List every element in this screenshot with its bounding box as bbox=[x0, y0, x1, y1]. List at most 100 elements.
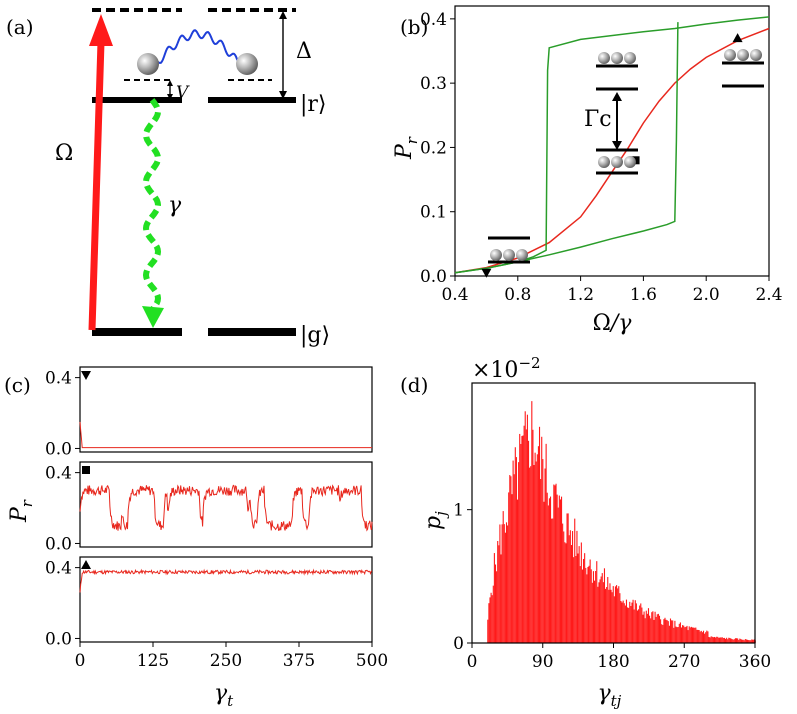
c-subplot-axes-1 bbox=[79, 461, 373, 548]
d-bar bbox=[597, 586, 599, 643]
d-bar bbox=[502, 511, 504, 643]
interaction-wave bbox=[157, 29, 239, 65]
c-ytick-label: 0.4 bbox=[45, 369, 72, 389]
d-bar bbox=[750, 640, 752, 643]
b-ytick-label: 0.3 bbox=[420, 74, 447, 94]
d-bar bbox=[628, 607, 630, 643]
d-bar bbox=[713, 636, 716, 643]
d-bar bbox=[740, 639, 742, 643]
d-bar bbox=[651, 612, 653, 643]
d-bar bbox=[738, 639, 740, 643]
d-bar bbox=[503, 524, 505, 643]
d-bar bbox=[652, 611, 654, 643]
d-bar bbox=[734, 638, 736, 643]
d-bar bbox=[744, 639, 746, 643]
d-bar bbox=[697, 629, 699, 643]
d-bar bbox=[612, 586, 614, 643]
d-bar bbox=[574, 518, 576, 643]
d-bar bbox=[753, 639, 755, 643]
decay-wave bbox=[142, 98, 162, 312]
d-bar bbox=[695, 627, 697, 643]
d-bar bbox=[710, 636, 712, 643]
d-bar bbox=[618, 586, 620, 643]
d-bar bbox=[551, 518, 553, 643]
panel-c-subplots: 0.0 0.4 0.0 0.4 0.0 0.4 0 125 250 375 500 γt Pr bbox=[7, 366, 388, 710]
d-bar bbox=[621, 602, 623, 643]
d-bar bbox=[701, 632, 703, 643]
d-bar bbox=[509, 475, 511, 643]
d-bar bbox=[665, 619, 667, 643]
d-bar bbox=[547, 505, 549, 643]
d-scale-label: ×10−2 bbox=[472, 354, 541, 383]
d-bar bbox=[567, 513, 569, 643]
d-bar bbox=[737, 638, 739, 643]
d-bar bbox=[688, 626, 690, 643]
d-bar bbox=[686, 625, 688, 643]
d-bar bbox=[643, 611, 645, 643]
d-bar bbox=[607, 577, 609, 643]
decay-arrow-head bbox=[142, 306, 164, 328]
d-bar bbox=[493, 553, 495, 643]
d-bar bbox=[586, 574, 588, 643]
d-bar bbox=[592, 571, 594, 643]
d-bar bbox=[653, 619, 655, 643]
d-bar bbox=[590, 569, 592, 643]
gamma-c-label: Γc bbox=[584, 107, 612, 132]
d-bar bbox=[629, 601, 631, 643]
d-bar bbox=[752, 639, 754, 643]
d-bar bbox=[556, 494, 558, 643]
c-marker-square bbox=[82, 466, 90, 474]
omega-label: Ω bbox=[55, 141, 73, 166]
d-bar bbox=[552, 518, 554, 643]
b-series-line-2 bbox=[454, 22, 679, 274]
d-bar bbox=[649, 615, 651, 643]
c-ytick-label: 0.0 bbox=[45, 534, 72, 554]
d-bar bbox=[584, 553, 586, 643]
d-bar bbox=[591, 582, 593, 643]
d-bar bbox=[731, 639, 733, 643]
d-bar bbox=[700, 630, 702, 643]
d-xtick-label: 0 bbox=[467, 652, 478, 672]
b-marker-triangle-up bbox=[732, 33, 743, 43]
d-bar bbox=[560, 496, 563, 643]
d-bar bbox=[494, 564, 497, 643]
d-bar bbox=[571, 531, 574, 643]
d-bar bbox=[619, 593, 621, 643]
c-marker-triangle-up bbox=[81, 560, 91, 569]
panel-d-label: (d) bbox=[400, 373, 428, 397]
d-bar bbox=[568, 535, 570, 643]
d-bar bbox=[566, 513, 568, 643]
d-bar bbox=[515, 457, 517, 643]
d-bar bbox=[518, 462, 520, 643]
d-bar bbox=[705, 632, 707, 643]
d-bar bbox=[610, 589, 612, 643]
inset-mid bbox=[596, 52, 638, 175]
d-bar bbox=[624, 605, 626, 643]
d-bar bbox=[616, 585, 618, 643]
d-bar bbox=[581, 569, 583, 643]
d-bar bbox=[641, 607, 643, 643]
d-bar bbox=[555, 483, 557, 643]
d-bar bbox=[730, 638, 732, 643]
d-bar bbox=[709, 637, 711, 643]
d-bar bbox=[546, 492, 548, 643]
d-bar bbox=[732, 639, 734, 643]
panel-d: (d) 0 90 180 270 360 0 1 ×10−2 γtj pj bbox=[400, 354, 771, 710]
d-bar bbox=[727, 639, 729, 643]
d-bar bbox=[516, 499, 519, 643]
panel-b: (b) 0.4 0.8 1.2 1.6 2.0 2.4 0.0 0.1 0.2 0.3 0.4 Ω/γ… bbox=[392, 5, 783, 336]
d-bar bbox=[559, 499, 561, 643]
d-bar bbox=[489, 597, 491, 643]
d-bar bbox=[748, 640, 750, 643]
c-ylabel: Pr bbox=[7, 499, 36, 523]
d-bar bbox=[693, 627, 695, 643]
b-xtick-label: 1.2 bbox=[567, 285, 594, 305]
v-label: V bbox=[176, 83, 190, 103]
d-bar bbox=[529, 467, 531, 643]
c-ytick-label: 0.0 bbox=[45, 439, 72, 459]
d-bar bbox=[742, 639, 744, 643]
b-xtick-label: 2.4 bbox=[755, 285, 782, 305]
d-bar bbox=[511, 494, 513, 643]
d-bar bbox=[685, 626, 687, 643]
d-bar bbox=[620, 600, 622, 643]
